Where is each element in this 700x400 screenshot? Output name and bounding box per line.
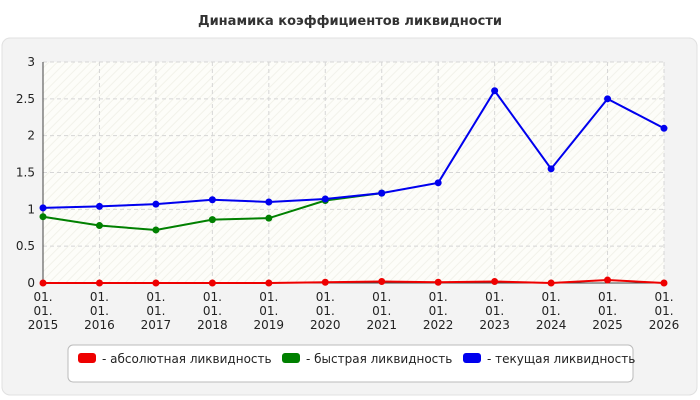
y-tick-label: 1.5 <box>16 166 35 180</box>
chart-title: Динамика коэффициентов ликвидности <box>198 14 502 29</box>
y-tick-label: 2.5 <box>16 92 35 106</box>
data-point <box>604 95 612 103</box>
data-point <box>378 278 386 286</box>
data-point <box>265 198 273 206</box>
series-line <box>42 88 665 209</box>
data-point <box>39 213 47 221</box>
data-point <box>208 279 216 287</box>
data-point <box>491 87 499 95</box>
data-point <box>265 279 273 287</box>
data-point <box>547 279 555 287</box>
x-tick-label: 01. 01. 2018 <box>197 290 228 332</box>
data-point <box>95 222 103 230</box>
data-point <box>265 214 273 222</box>
x-tick-label: 01. 01. 2026 <box>649 290 680 332</box>
legend-label: - текущая ликвидность <box>487 352 635 366</box>
data-point <box>321 278 329 286</box>
data-point <box>39 204 47 212</box>
legend-swatch <box>78 353 96 363</box>
data-point <box>660 124 668 132</box>
x-tick-label: 01. 01. 2020 <box>310 290 341 332</box>
x-tick-label: 01. 01. 2022 <box>423 290 454 332</box>
data-point <box>208 196 216 204</box>
x-tick-label: 01. 01. 2024 <box>536 290 567 332</box>
data-point <box>152 279 160 287</box>
data-point <box>95 279 103 287</box>
x-tick-label: 01. 01. 2023 <box>479 290 510 332</box>
legend-label: - быстрая ликвидность <box>306 352 452 366</box>
legend-swatch <box>282 353 300 363</box>
y-tick-label: 3 <box>27 55 35 69</box>
data-point <box>378 189 386 197</box>
y-tick-label: 1 <box>27 202 35 216</box>
data-point <box>604 276 612 284</box>
data-point <box>152 226 160 234</box>
data-point <box>491 278 499 286</box>
data-point <box>208 216 216 224</box>
data-point <box>95 202 103 210</box>
x-tick-label: 01. 01. 2025 <box>592 290 623 332</box>
legend-label: - абсолютная ликвидность <box>102 352 272 366</box>
legend <box>67 344 634 383</box>
data-point <box>660 279 668 287</box>
data-point <box>434 179 442 187</box>
legend-swatch <box>463 353 481 363</box>
data-point <box>321 195 329 203</box>
x-tick-label: 01. 01. 2017 <box>141 290 172 332</box>
x-tick-label: 01. 01. 2015 <box>28 290 59 332</box>
series-line <box>43 279 665 285</box>
x-tick-label: 01. 01. 2019 <box>254 290 285 332</box>
y-tick-label: 0 <box>27 276 35 290</box>
x-tick-label: 01. 01. 2021 <box>366 290 397 332</box>
data-point <box>547 165 555 173</box>
data-point <box>434 278 442 286</box>
data-point <box>39 279 47 287</box>
data-point <box>152 200 160 208</box>
x-tick-label: 01. 01. 2016 <box>84 290 115 332</box>
y-tick-label: 2 <box>27 129 35 143</box>
y-tick-label: 0.5 <box>16 239 35 253</box>
